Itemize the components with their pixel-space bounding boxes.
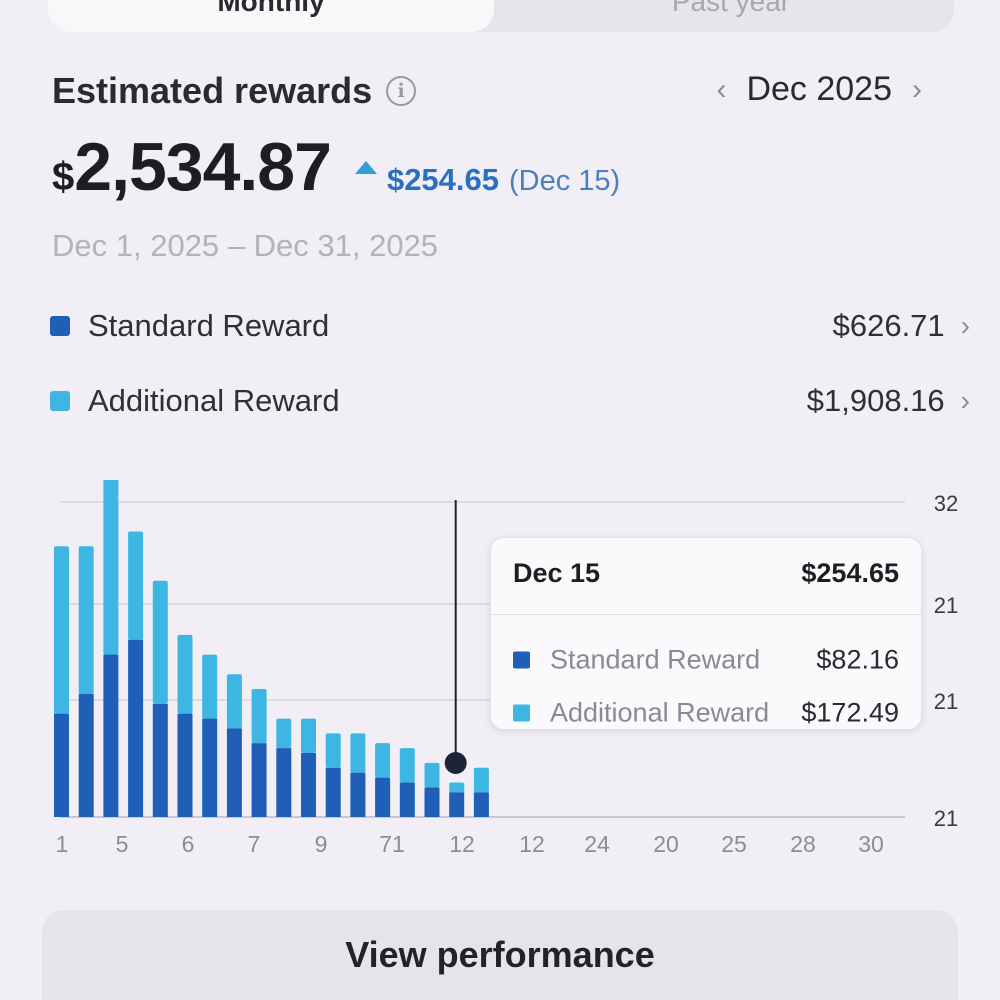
month-navigator: ‹ Dec 2025 ›	[716, 70, 922, 109]
title-row: Estimated rewards i	[52, 70, 417, 112]
bar-additional	[128, 531, 144, 640]
info-icon[interactable]: i	[386, 76, 417, 106]
chart-tooltip: Dec 15 $254.65 Standard Reward $82.16 Ad…	[490, 537, 922, 730]
x-tick-label: 24	[584, 831, 610, 857]
legend-label: Additional Reward	[88, 383, 340, 418]
bar-standard	[276, 748, 292, 817]
tooltip-value: $82.16	[816, 644, 899, 675]
bar-additional	[325, 733, 341, 768]
x-tick-label: 20	[653, 831, 679, 857]
month-label: Dec 2025	[746, 70, 892, 108]
x-tick-label: 12	[449, 831, 475, 857]
tooltip-total: $254.65	[801, 558, 899, 588]
chevron-left-icon[interactable]: ‹	[716, 72, 727, 106]
delta-date: (Dec 15)	[509, 165, 621, 197]
legend-additional-reward[interactable]: Additional Reward $1,908.16 ›	[50, 383, 970, 419]
bar-standard	[473, 792, 489, 817]
bar-additional	[301, 718, 316, 754]
bar-additional	[375, 743, 391, 778]
x-tick-label: 30	[858, 831, 884, 857]
x-tick-label: 1	[56, 831, 69, 857]
x-tick-label: 25	[721, 831, 747, 857]
view-performance-button[interactable]: View performance	[42, 910, 958, 1000]
tooltip-divider	[491, 614, 921, 615]
chevron-right-icon: ›	[960, 385, 970, 416]
tooltip-value: $172.49	[801, 697, 899, 728]
bar-additional	[473, 767, 489, 793]
y-tick-label: 32	[934, 491, 958, 516]
bar-additional	[177, 634, 193, 714]
additional-swatch	[50, 391, 70, 411]
chevron-right-icon[interactable]: ›	[912, 72, 922, 106]
x-tick-label: 71	[379, 831, 405, 857]
tooltip-label: Additional Reward	[550, 697, 770, 728]
bar-standard	[325, 767, 341, 817]
bar-standard	[103, 654, 119, 817]
tab-monthly[interactable]: Monthly	[48, 0, 494, 32]
bar-standard	[177, 713, 193, 817]
tab-past-year[interactable]: Past year	[671, 0, 791, 17]
bar-standard	[375, 777, 391, 817]
delta-amount: $254.65	[386, 162, 500, 197]
y-tick-label: 21	[934, 689, 958, 714]
bar-standard	[78, 693, 94, 817]
bar-standard	[202, 718, 218, 817]
currency-symbol: $	[52, 155, 75, 199]
tooltip-row-additional: Additional Reward $172.49	[513, 698, 899, 729]
bar-additional	[350, 733, 366, 773]
x-tick-label: 12	[519, 831, 545, 857]
bar-additional	[152, 580, 168, 704]
bar-standard	[226, 728, 242, 817]
tooltip-label: Standard Reward	[550, 644, 761, 675]
tooltip-date: Dec 15	[513, 558, 601, 588]
date-range: Dec 1, 2025 – Dec 31, 2025	[52, 228, 439, 263]
bar-standard	[350, 772, 366, 817]
bar-additional	[54, 546, 69, 714]
bar-additional	[276, 718, 292, 749]
y-tick-label: 21	[934, 593, 958, 618]
standard-swatch	[513, 651, 530, 669]
tooltip-row-standard: Standard Reward $82.16	[513, 645, 899, 676]
tooltip-header: Dec 15 $254.65	[513, 558, 899, 589]
bar-additional	[424, 762, 440, 788]
bar-standard	[54, 713, 69, 817]
x-tick-label: 5	[116, 831, 129, 857]
bar-additional	[78, 546, 94, 694]
bar-standard	[128, 639, 144, 817]
x-tick-label: 9	[315, 831, 328, 857]
arrow-up-icon	[354, 160, 377, 174]
highlight-dot	[444, 752, 467, 774]
bar-additional	[202, 654, 218, 719]
total-amount: 2,534.87	[74, 129, 332, 205]
x-tick-label: 7	[248, 831, 261, 857]
bar-additional	[251, 689, 267, 744]
chevron-right-icon: ›	[960, 310, 970, 341]
legend-value: $1,908.16	[806, 383, 945, 418]
bar-additional	[449, 782, 465, 793]
bar-standard	[449, 792, 465, 817]
legend-standard-reward[interactable]: Standard Reward $626.71 ›	[50, 308, 970, 344]
x-tick-label: 6	[182, 831, 195, 857]
total-rewards: $ 2,534.87 $254.65 (Dec 15)	[52, 128, 620, 206]
additional-swatch	[513, 704, 530, 722]
bar-standard	[251, 743, 267, 817]
bar-standard	[399, 782, 415, 817]
page-title: Estimated rewards	[52, 70, 373, 111]
standard-swatch	[50, 316, 70, 336]
x-tick-label: 28	[790, 831, 816, 857]
bar-additional	[399, 748, 415, 783]
bar-standard	[301, 753, 316, 817]
period-toggle: Monthly Past year	[48, 0, 954, 32]
legend-value: $626.71	[832, 308, 945, 343]
bar-standard	[152, 703, 168, 817]
bar-additional	[103, 480, 119, 655]
bar-standard	[424, 787, 440, 817]
y-tick-label: 21	[934, 806, 958, 831]
legend-label: Standard Reward	[88, 308, 330, 343]
rewards-bar-chart[interactable]: 32 21 21 21 1 5 6 7 9 71 12 12 24 20 25 28 30	[0, 480, 1000, 880]
bar-additional	[226, 674, 242, 729]
